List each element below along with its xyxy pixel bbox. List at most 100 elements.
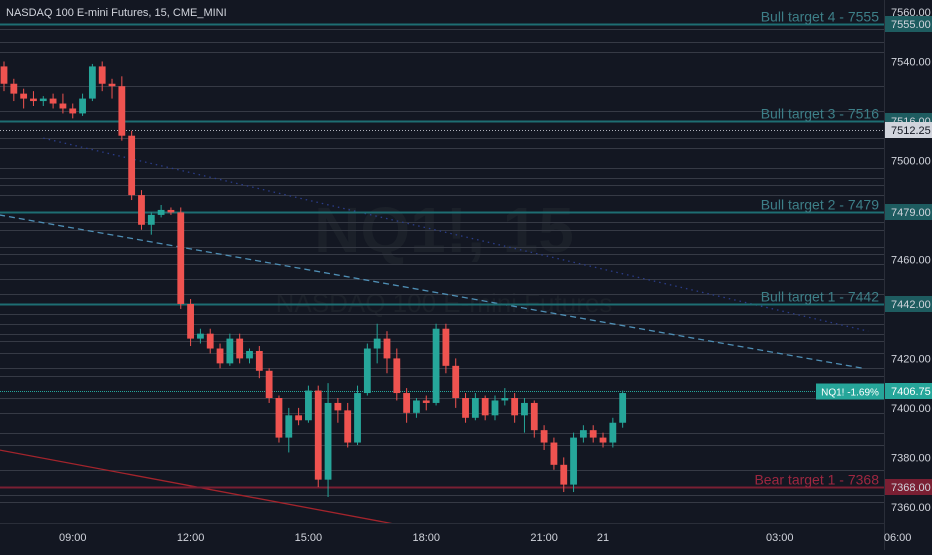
candle-body [334,402,342,411]
time-tick-label: 15:00 [295,532,323,544]
candle [609,417,617,448]
candle-body [275,398,283,438]
time-tick-label: 09:00 [59,532,87,544]
candle [206,328,214,354]
candle [314,385,322,488]
price-axis-badge [885,479,932,495]
horizontal-lines-layer [0,29,884,503]
candle-body [30,98,37,102]
candle-body [128,135,136,196]
price-axis-badge-label: 7479.00 [891,207,931,219]
target-levels-layer: Bull target 4 - 7555 Bull target 3 - 7516… [0,9,884,489]
price-axis[interactable]: 7360.00 7380.00 7400.00 7420.00 7460.00 7500.… [884,0,932,550]
candle [147,212,155,235]
candle-body [226,338,234,364]
time-tick-label: 18:00 [412,532,440,544]
candle [255,346,263,379]
candle [236,333,244,364]
candle [422,395,430,411]
candle [403,388,411,423]
candle-body [138,195,145,225]
candle-body [550,442,558,465]
candle [393,348,401,401]
candle-body [157,209,165,215]
candle [373,323,381,364]
candle-body [20,93,28,99]
candle [530,400,538,438]
candle-body [147,214,155,225]
candle-body [10,83,18,94]
candle-body [619,393,627,423]
candle [550,437,558,470]
price-axis-badge [885,122,932,138]
candle-body [530,402,538,431]
candle [619,390,627,428]
trendline-dashed [0,214,864,369]
candle-body [501,398,509,401]
time-axis-bg [0,523,884,550]
price-axis-badge-label: 7555.00 [891,19,931,31]
candle [295,407,302,426]
candle [108,78,116,99]
candle-body [49,98,57,104]
price-axis-badge-label: 7442.00 [891,299,931,311]
candle [157,204,165,218]
candle [481,395,489,421]
candle [491,395,499,421]
candle [334,398,342,423]
candle [471,393,479,421]
symbol-title: NASDAQ 100 E-mini Futures, 15, CME_MINI [6,7,227,19]
candle [177,207,185,309]
time-axis[interactable]: 09:00 12:00 15:00 18:00 21:00 21 03:00 06:00 [0,523,911,550]
candle-body [413,400,420,413]
candle-body [511,398,519,416]
candle-body [79,98,86,114]
price-tick-label: 7400.00 [891,403,931,415]
candle-body [560,464,568,485]
candle-body [432,328,440,403]
candle-body [255,350,263,371]
candle [20,88,28,109]
last-price-tag: NQ1! -1.69% [821,388,879,399]
candle-body [471,398,479,418]
price-axis-badge [885,16,932,32]
candle-body [167,209,175,213]
candle [589,425,597,443]
candle [39,96,47,107]
candle-body [521,402,528,416]
candle-body [589,430,597,438]
candle [265,368,273,403]
candle [216,343,224,369]
candle [88,63,96,102]
price-tick-label: 7500.00 [891,155,931,167]
candle-body [354,393,361,443]
trendline-dotted [43,137,869,332]
target-level-label: Bull target 2 - 7479 [761,197,880,213]
time-tick-label: 21:00 [530,532,558,544]
candle-body [0,66,8,84]
price-axis-badge [885,296,932,312]
candle [187,299,194,347]
price-axis-badge [885,204,932,220]
price-tick-label: 7460.00 [891,254,931,266]
price-tick-label: 7540.00 [891,56,931,68]
candle-body [481,398,489,416]
price-tick-label: 7380.00 [891,452,931,464]
price-tick-label: 7420.00 [891,353,931,365]
price-tick-label: 7360.00 [891,502,931,514]
candle-body [88,66,96,99]
candle-body [403,393,411,413]
candle-body [540,430,548,443]
target-level-label: Bull target 4 - 7555 [761,9,880,25]
candle-body [452,365,460,399]
candle [128,130,136,201]
candle-body [383,338,391,359]
candle [462,393,469,423]
candle [59,93,67,114]
candle-body [579,430,587,438]
target-level-label: Bull target 1 - 7442 [761,289,880,305]
candle-body [314,390,322,480]
price-axis-badge-label: 7368.00 [891,482,931,494]
